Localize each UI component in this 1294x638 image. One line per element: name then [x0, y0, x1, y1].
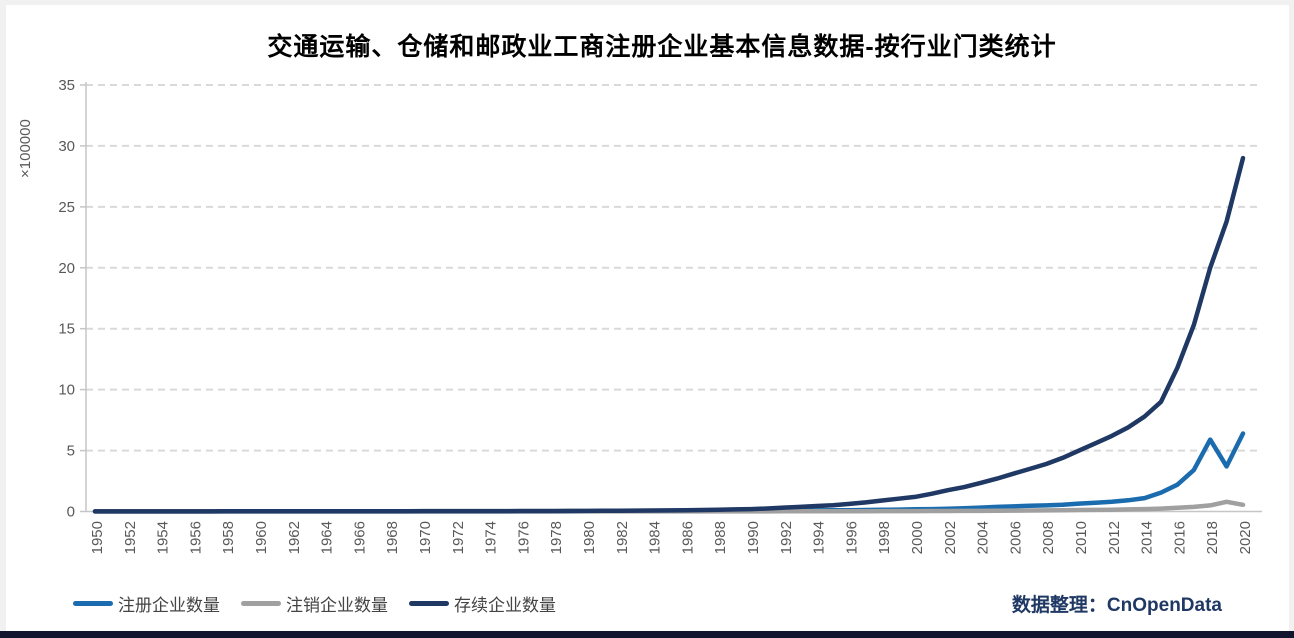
svg-text:2004: 2004 [975, 521, 992, 554]
svg-text:1976: 1976 [515, 521, 532, 554]
svg-text:1952: 1952 [122, 521, 139, 554]
svg-text:1958: 1958 [220, 521, 237, 554]
deregistered-line-swatch [241, 601, 281, 606]
svg-text:5: 5 [67, 443, 75, 460]
chart-title: 交通运输、仓储和邮政业工商注册企业基本信息数据-按行业门类统计 [267, 33, 1057, 61]
legend-label-deregistered: 注销企业数量 [286, 596, 388, 615]
svg-text:1988: 1988 [712, 521, 729, 554]
registered-line-swatch [73, 601, 113, 606]
svg-text:2016: 2016 [1171, 521, 1188, 554]
bottom-accent-bar [0, 631, 1294, 638]
svg-text:1964: 1964 [319, 521, 336, 554]
svg-text:1986: 1986 [679, 521, 696, 554]
data-source-credit: 数据整理：CnOpenData [1011, 595, 1222, 616]
chart-card [6, 5, 1289, 638]
svg-text:1950: 1950 [89, 521, 106, 554]
svg-text:30: 30 [58, 138, 75, 155]
svg-text:2018: 2018 [1204, 521, 1221, 554]
svg-text:1972: 1972 [450, 521, 467, 554]
legend-label-registered: 注册企业数量 [118, 596, 220, 615]
svg-text:1992: 1992 [778, 521, 795, 554]
svg-text:1956: 1956 [187, 521, 204, 554]
svg-text:1968: 1968 [384, 521, 401, 554]
svg-text:2010: 2010 [1073, 521, 1090, 554]
svg-text:2012: 2012 [1106, 521, 1123, 554]
svg-text:1978: 1978 [548, 521, 565, 554]
svg-text:25: 25 [58, 199, 75, 216]
svg-text:1966: 1966 [351, 521, 368, 554]
svg-text:2008: 2008 [1040, 521, 1057, 554]
svg-text:1970: 1970 [417, 521, 434, 554]
svg-text:1998: 1998 [876, 521, 893, 554]
legend-item-registered: 注册企业数量 [73, 591, 220, 616]
svg-text:1980: 1980 [581, 521, 598, 554]
legend-item-deregistered: 注销企业数量 [241, 591, 388, 616]
plot-series-and-axes: 0 5 10 15 20 25 30 35 1950 1952 1954 1956 1958 1960 19… [58, 77, 1262, 554]
legend-item-surviving: 存续企业数量 [409, 591, 556, 616]
y-axis-unit-label: ×100000 [17, 119, 34, 178]
svg-text:2020: 2020 [1237, 521, 1254, 554]
surviving-line-swatch [409, 601, 449, 606]
svg-text:1996: 1996 [843, 521, 860, 554]
svg-text:10: 10 [58, 382, 75, 399]
svg-text:15: 15 [58, 321, 75, 338]
chart-legend: 注册企业数量 注销企业数量 存续企业数量 [73, 591, 556, 616]
legend-label-surviving: 存续企业数量 [454, 596, 556, 615]
svg-text:35: 35 [58, 77, 75, 94]
svg-text:1982: 1982 [614, 521, 631, 554]
svg-text:1994: 1994 [811, 521, 828, 554]
svg-text:1974: 1974 [483, 521, 500, 554]
svg-text:20: 20 [58, 260, 75, 277]
svg-text:0: 0 [67, 504, 75, 521]
svg-text:1962: 1962 [286, 521, 303, 554]
svg-text:2006: 2006 [1007, 521, 1024, 554]
svg-text:1984: 1984 [647, 521, 664, 554]
svg-text:2000: 2000 [909, 521, 926, 554]
svg-text:1990: 1990 [745, 521, 762, 554]
svg-text:1960: 1960 [253, 521, 270, 554]
svg-text:2002: 2002 [942, 521, 959, 554]
svg-text:1954: 1954 [155, 521, 172, 554]
svg-text:2014: 2014 [1139, 521, 1156, 554]
